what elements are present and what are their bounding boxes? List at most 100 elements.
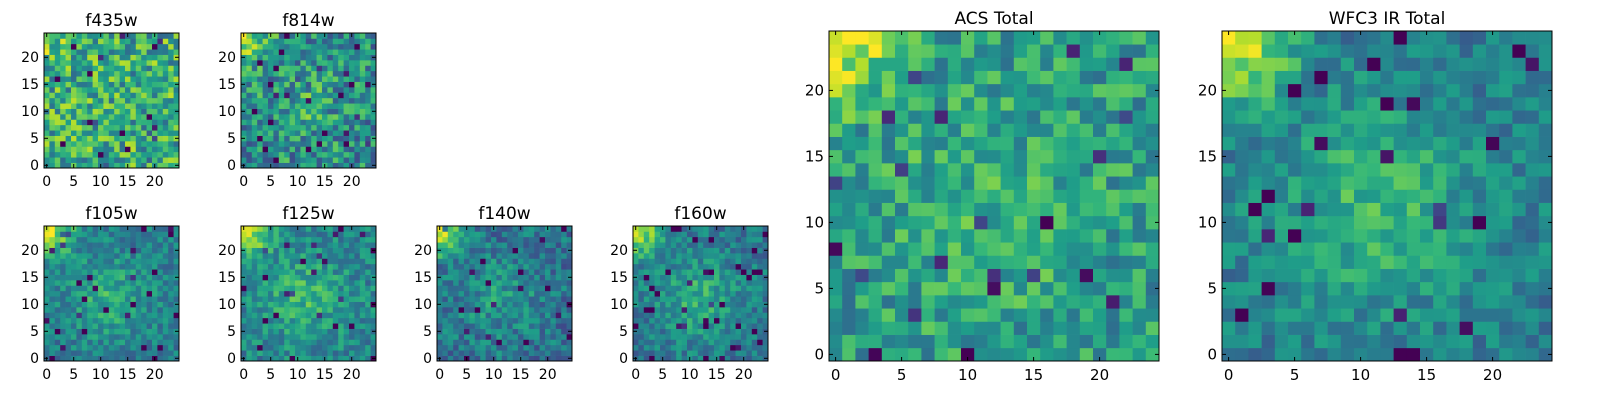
heatmap-cell	[1066, 83, 1081, 98]
heatmap-cell	[1013, 83, 1028, 98]
heatmap-cell	[714, 301, 720, 308]
heatmap-cell	[146, 236, 153, 243]
x-tick-label: 0	[831, 366, 841, 384]
heatmap-cell	[157, 103, 164, 109]
heatmap-cell	[141, 339, 147, 346]
heatmap-cell	[638, 226, 645, 232]
heatmap-cell	[295, 81, 301, 88]
heatmap-cell	[365, 274, 371, 281]
heatmap-cell	[496, 280, 503, 286]
heatmap-cell	[1066, 176, 1081, 190]
heatmap-cell	[141, 49, 147, 55]
heatmap-cell	[343, 350, 350, 356]
heatmap-cell	[168, 296, 174, 302]
heatmap-cell	[130, 328, 137, 335]
heatmap-cell	[241, 280, 247, 286]
heatmap-cell	[480, 350, 486, 356]
heatmap-cell	[528, 269, 535, 275]
heatmap-cell	[1093, 83, 1107, 98]
heatmap-cell	[1393, 189, 1408, 203]
heatmap-cell	[332, 119, 339, 126]
heatmap-cell	[278, 108, 285, 115]
heatmap-cell	[305, 157, 312, 163]
heatmap-cell	[501, 236, 508, 243]
heatmap-cell	[44, 76, 50, 82]
heatmap-cell	[1106, 44, 1120, 58]
heatmap-cell	[528, 226, 535, 232]
heatmap-cell	[1288, 281, 1302, 296]
heatmap-cell	[103, 43, 110, 50]
heatmap-cell	[141, 87, 147, 93]
heatmap-cell	[332, 124, 339, 131]
heatmap-cell	[289, 226, 296, 232]
heatmap-cell	[757, 312, 763, 319]
heatmap-cell	[251, 76, 258, 82]
heatmap-cell	[262, 49, 269, 55]
heatmap-cell	[278, 355, 285, 362]
heatmap-cell	[152, 274, 158, 281]
heatmap-cell	[501, 263, 508, 270]
heatmap-cell	[241, 317, 247, 324]
heatmap-cell	[60, 226, 66, 232]
heatmap-cell	[687, 247, 693, 254]
heatmap-cell	[168, 124, 174, 131]
heatmap-cell	[751, 280, 758, 286]
heatmap-cell	[65, 103, 72, 109]
heatmap-cell	[545, 236, 551, 243]
heatmap-cell	[496, 226, 503, 232]
heatmap-cell	[300, 350, 307, 356]
heatmap-cell	[534, 258, 540, 265]
heatmap-cell	[141, 65, 147, 72]
heatmap-cell	[1222, 215, 1236, 230]
heatmap-cell	[152, 344, 158, 351]
heatmap-cell	[343, 312, 350, 319]
heatmap-cell	[338, 242, 344, 248]
heatmap-cell	[829, 57, 843, 71]
heatmap-cell	[1459, 229, 1474, 243]
heatmap-cell	[762, 242, 769, 248]
heatmap-cell	[125, 76, 131, 82]
heatmap-cell	[370, 119, 377, 126]
heatmap-cell	[1406, 255, 1421, 269]
heatmap-cell	[125, 49, 131, 55]
heatmap-cell	[437, 285, 443, 292]
heatmap-cell	[114, 339, 120, 346]
heatmap-cell	[278, 226, 285, 232]
heatmap-cell	[246, 141, 253, 147]
heatmap-cell	[1093, 242, 1107, 256]
heatmap-cell	[947, 295, 962, 309]
heatmap-cell	[76, 280, 83, 286]
heatmap-cell	[719, 328, 726, 335]
heatmap-cell	[1106, 189, 1120, 203]
heatmap-cell	[751, 307, 758, 313]
heatmap-cell	[1053, 110, 1067, 124]
heatmap-cell	[447, 280, 454, 286]
heatmap-cell	[757, 253, 763, 259]
heatmap-cell	[135, 70, 142, 77]
heatmap-cell	[327, 323, 334, 329]
heatmap-cell	[921, 295, 935, 309]
heatmap-cell	[687, 328, 693, 335]
heatmap-cell	[842, 110, 856, 124]
heatmap-cell	[246, 242, 253, 248]
heatmap-cell	[370, 87, 377, 93]
heatmap-cell	[464, 317, 470, 324]
heatmap-cell	[119, 162, 126, 169]
heatmap-cell	[1145, 268, 1160, 283]
heatmap-cell	[87, 130, 93, 136]
heatmap-cell	[295, 285, 301, 292]
heatmap-cell	[152, 307, 158, 313]
heatmap-cell	[670, 296, 677, 302]
heatmap-cell	[1013, 255, 1028, 269]
heatmap-cell	[566, 253, 573, 259]
heatmap-cell	[961, 149, 975, 164]
heatmap-cell	[311, 141, 317, 147]
heatmap-cell	[1053, 229, 1067, 243]
heatmap-cell	[152, 70, 158, 77]
heatmap-cell	[343, 33, 350, 39]
heatmap-cell	[251, 258, 258, 265]
heatmap-cell	[343, 307, 350, 313]
heatmap-cell	[327, 355, 334, 362]
heatmap-cell	[1538, 242, 1553, 256]
heatmap-cell	[643, 312, 650, 319]
